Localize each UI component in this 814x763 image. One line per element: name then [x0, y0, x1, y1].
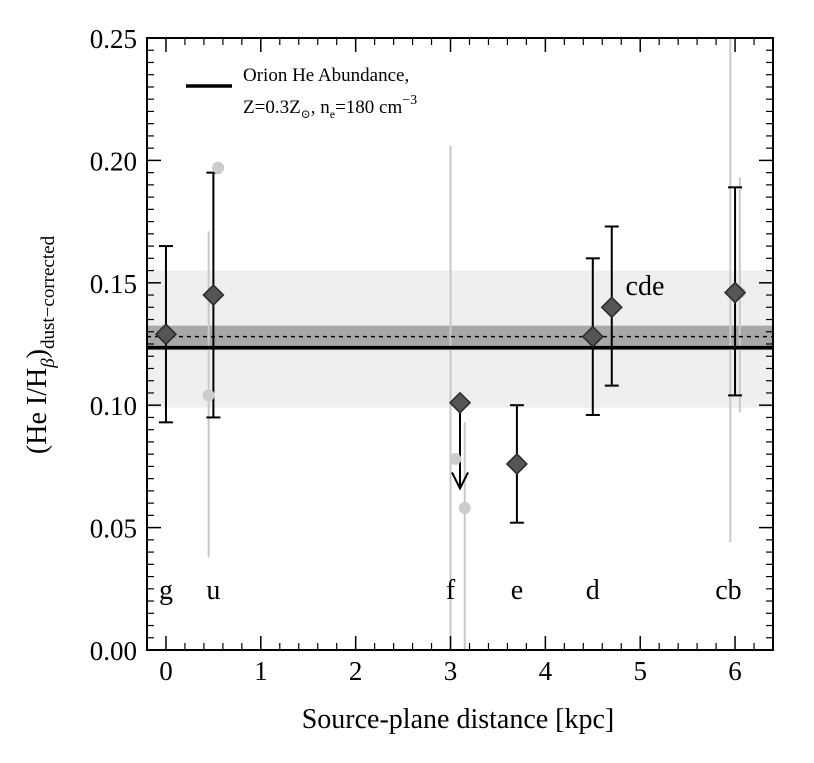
- y-tick-label-1: 0.05: [90, 514, 137, 544]
- y-tick-label-2: 0.10: [90, 391, 137, 421]
- legend-line2: Z=0.3Z⊙, ne=180 cm−3: [243, 93, 417, 121]
- gray-point-2: [449, 453, 462, 466]
- x-tick-label-5: 5: [633, 656, 647, 686]
- point-label-e: e: [511, 575, 523, 606]
- diamond-point-1: [202, 283, 225, 307]
- point-label-u: u: [206, 575, 220, 606]
- y-axis-label: (He I/Hβ)dust−corrected: [22, 235, 59, 454]
- x-axis-label: Source-plane distance [kpc]: [302, 704, 615, 735]
- point-label-d: d: [586, 575, 600, 606]
- y-tick-label-3: 0.15: [90, 269, 137, 299]
- data-points: [154, 161, 747, 515]
- legend-line1: Orion He Abundance,: [243, 65, 409, 86]
- x-tick-label-0: 0: [159, 656, 173, 686]
- diamond-point-2: [581, 325, 604, 348]
- upper-limit-arrow-6: [451, 471, 469, 491]
- gray-point-0: [212, 161, 225, 174]
- diamond-point-0: [154, 323, 178, 346]
- point-labels: g u f e d cb cde: [159, 271, 742, 606]
- point-label-f: f: [446, 575, 456, 606]
- legend: Orion He Abundance, Z=0.3Z⊙, ne=180 cm−3: [186, 65, 417, 121]
- x-tick-label-6: 6: [728, 656, 742, 686]
- axis-ticks: [147, 37, 774, 651]
- gray-point-1: [202, 389, 215, 402]
- point-label-cde: cde: [626, 271, 665, 302]
- y-tick-label-0: 0.00: [90, 636, 137, 666]
- y-tick-label-5: 0.25: [90, 24, 137, 54]
- reference-lines: [147, 335, 773, 350]
- x-tick-label-3: 3: [444, 656, 458, 686]
- x-tick-label-2: 2: [349, 656, 363, 686]
- diamond-point-6: [448, 391, 472, 414]
- bands-layer: [147, 270, 773, 408]
- diamond-point-4: [723, 281, 747, 304]
- point-label-cb: cb: [715, 575, 741, 606]
- diamond-point-3: [600, 296, 623, 319]
- tick-labels: 0 1 2 3 4 5 6 0.00 0.05 0.10 0.15 0.20 0.25: [90, 24, 742, 686]
- diamond-point-5: [505, 452, 528, 476]
- x-tick-label-4: 4: [539, 656, 553, 686]
- gray-point-3: [458, 502, 471, 515]
- x-tick-label-1: 1: [254, 656, 268, 686]
- point-label-g: g: [159, 575, 173, 606]
- y-tick-label-4: 0.20: [90, 146, 137, 176]
